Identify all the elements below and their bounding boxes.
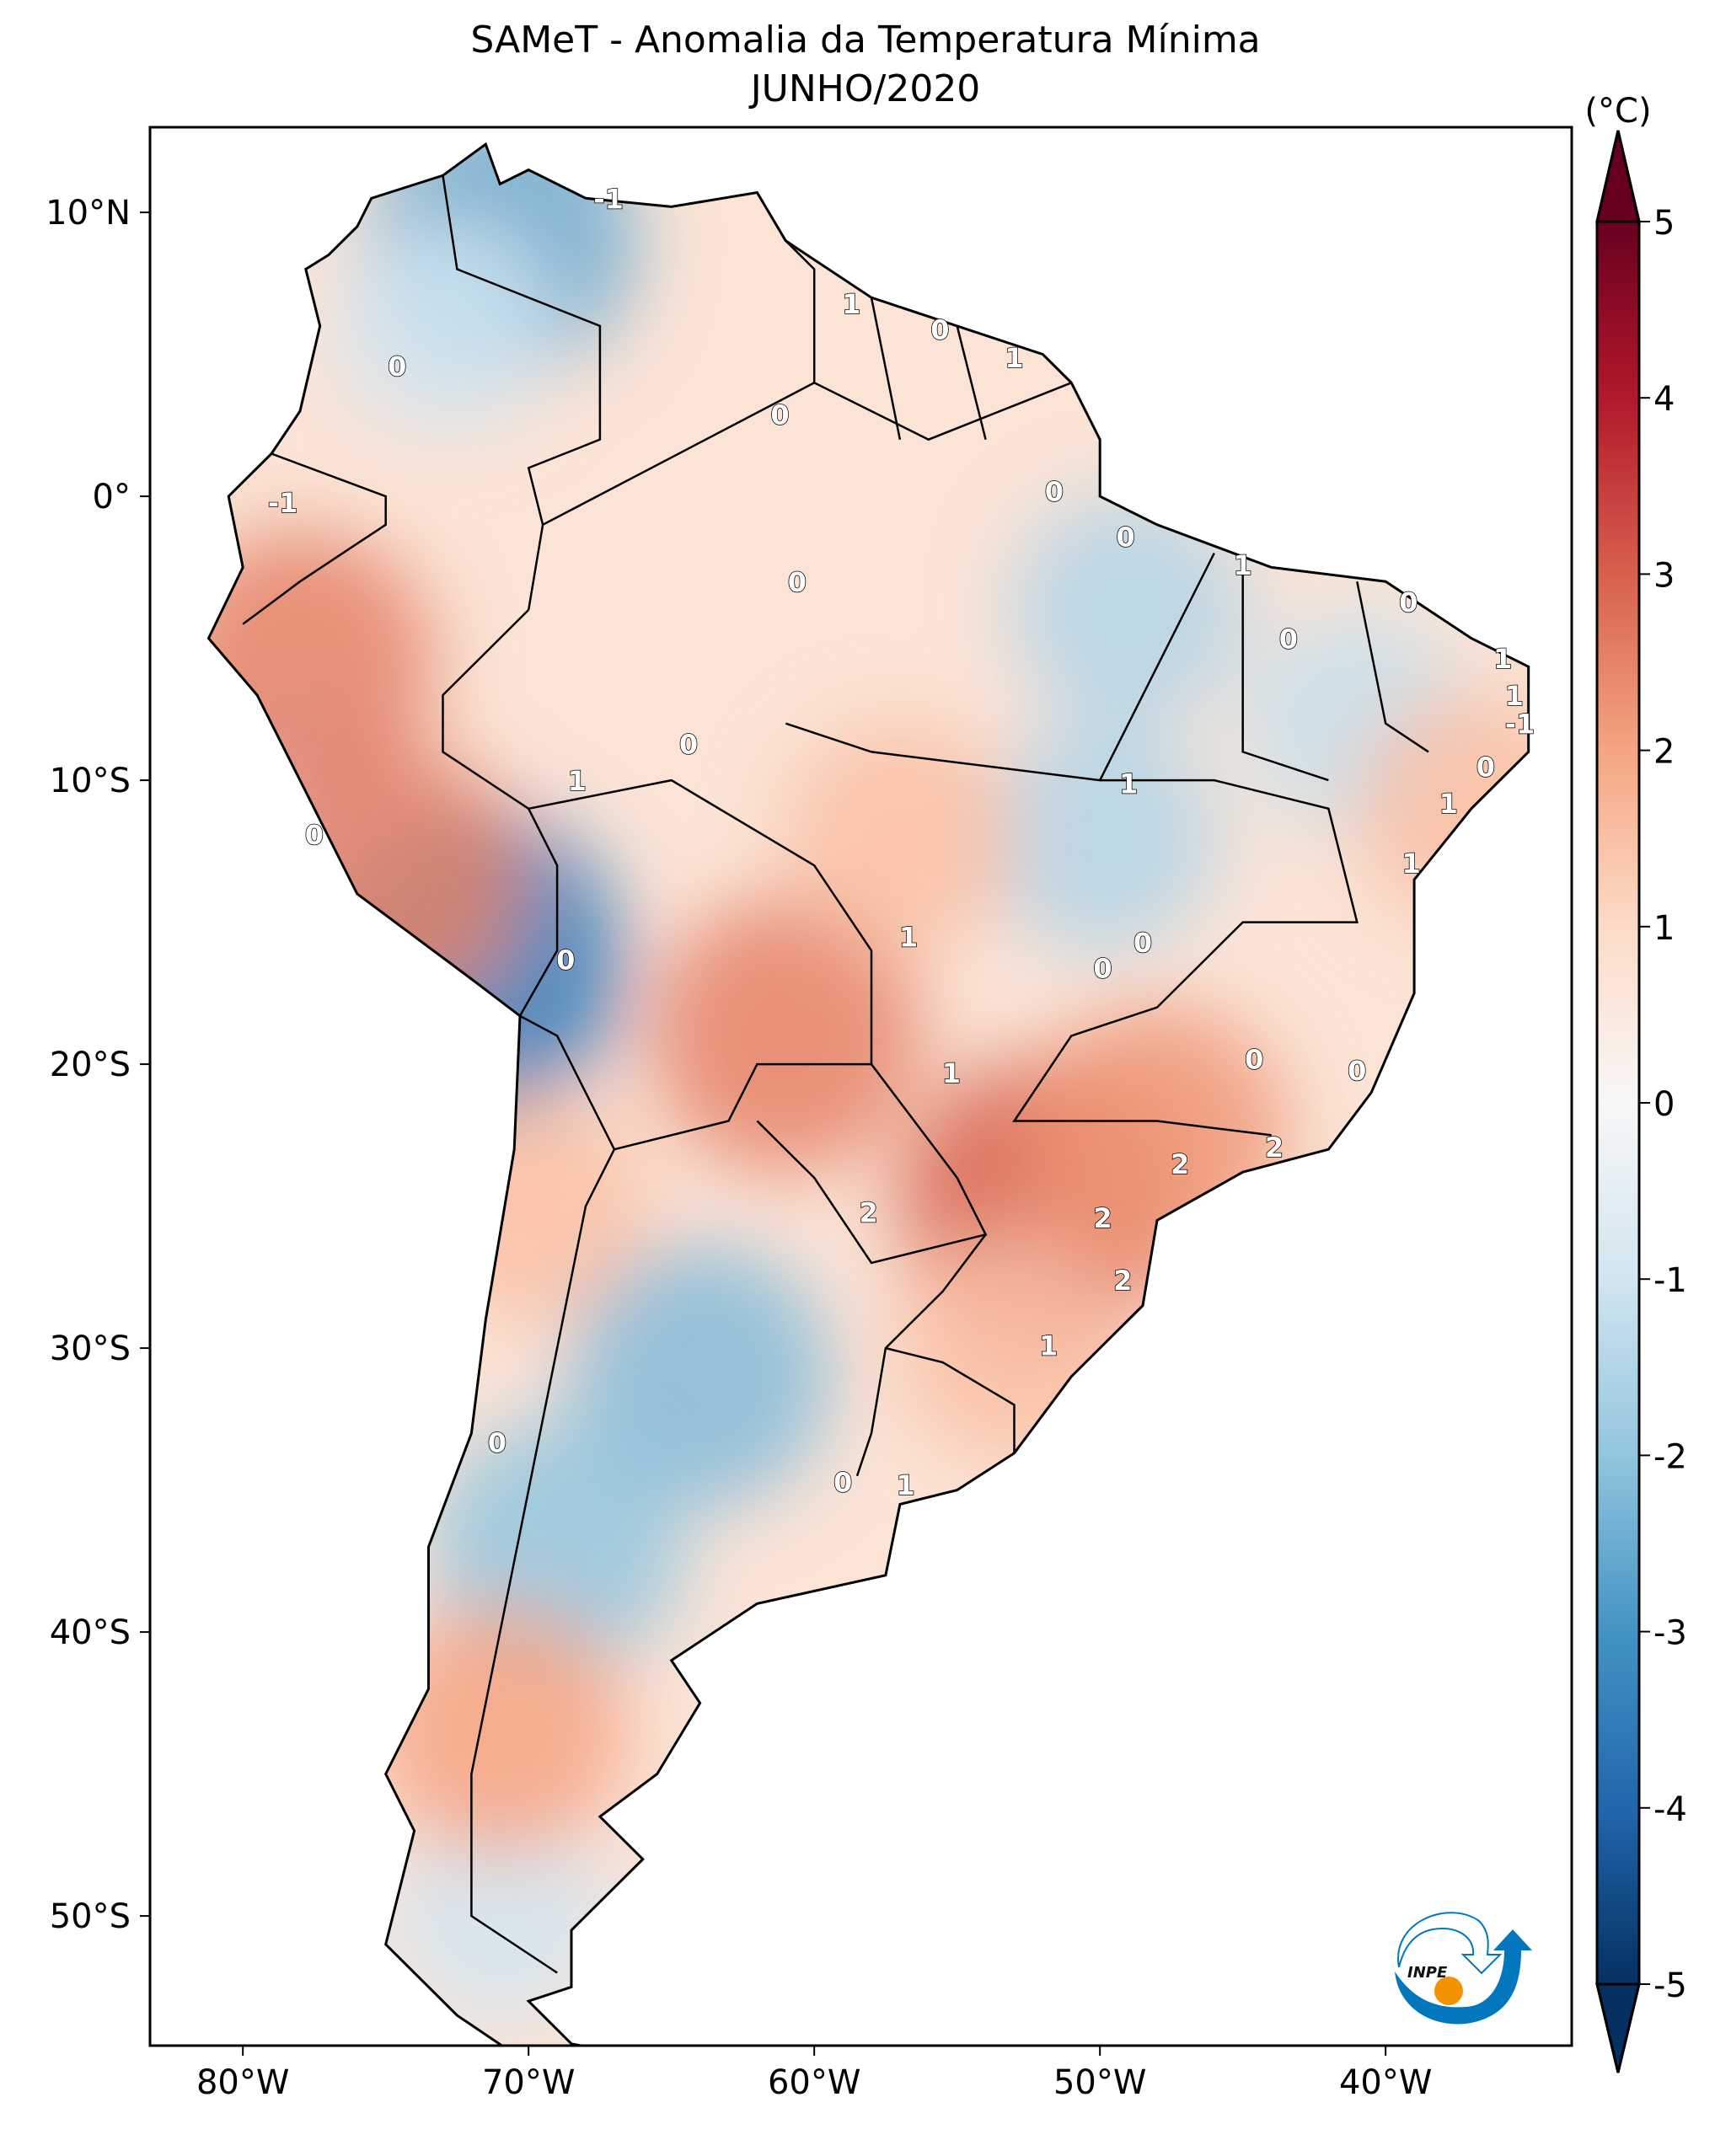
colorbar: 5 4 3 2 1 0 -1 -2 -3 -4 -5 (°C) — [1584, 92, 1687, 2073]
contour-label: 0 — [788, 566, 807, 598]
contour-label: 0 — [1399, 586, 1417, 618]
colorbar-tick-label: 3 — [1653, 556, 1675, 595]
contour-label: 1 — [1505, 680, 1524, 712]
contour-label: 0 — [1133, 927, 1152, 959]
contour-label: 0 — [1348, 1055, 1366, 1087]
coastline — [206, 142, 1530, 2046]
contour-label: 1 — [568, 765, 587, 797]
contour-label: 2 — [1113, 1265, 1132, 1297]
contour-label: 1 — [899, 921, 918, 953]
contour-label: 2 — [1093, 1202, 1112, 1234]
contour-label: 2 — [1265, 1131, 1284, 1164]
contour-label: 1 — [1402, 848, 1421, 880]
anomaly-region — [208, 529, 435, 804]
lat-tick-label: 10°S — [50, 762, 131, 800]
colorbar-tick-label: -4 — [1653, 1790, 1687, 1829]
contour-label: 1 — [1039, 1330, 1058, 1362]
contour-label: 2 — [859, 1196, 877, 1228]
country-border — [1356, 580, 1429, 753]
colorbar-tick-label: 0 — [1653, 1085, 1675, 1124]
anomaly-region — [250, 742, 521, 1017]
country-border — [542, 381, 1072, 526]
lat-tick-label: 0° — [93, 478, 131, 516]
lat-tick-label: 20°S — [50, 1046, 131, 1084]
lat-tick-label: 30°S — [50, 1329, 131, 1368]
colorbar-unit: (°C) — [1584, 92, 1651, 131]
lat-tick-label: 10°N — [46, 194, 131, 233]
colorbar-max-extend — [1595, 130, 1641, 223]
anomaly-region — [410, 1090, 647, 1323]
lon-tick-label: 60°W — [768, 2063, 860, 2102]
colorbar-tick-label: 2 — [1653, 733, 1675, 772]
contour-label: 2 — [1171, 1148, 1189, 1180]
anomaly-region — [651, 898, 921, 1173]
contour-label: 0 — [488, 1426, 506, 1458]
inpe-logo: INPE — [1395, 1912, 1532, 2025]
country-border — [519, 778, 873, 1151]
contour-label: 1 — [942, 1057, 961, 1089]
contour-label: 0 — [679, 728, 698, 760]
map-subtitle: JUNHO/2020 — [750, 67, 981, 110]
contour-label: 0 — [930, 313, 949, 345]
anomaly-region — [333, 220, 553, 431]
map-frame — [148, 126, 1573, 2047]
lat-tick-label: 40°S — [50, 1613, 131, 1652]
contour-label: 1 — [1439, 788, 1458, 820]
country-border — [785, 239, 816, 383]
colorbar-min-extend — [1595, 1982, 1641, 2073]
contour-label: 0 — [1245, 1043, 1263, 1075]
contour-label: 0 — [770, 399, 789, 431]
anomaly-region — [781, 721, 1018, 953]
colorbar-tick-label: -3 — [1653, 1614, 1687, 1653]
country-border — [756, 1063, 988, 1265]
country-border — [1241, 567, 1329, 782]
country-border — [956, 325, 987, 441]
contour-label: 0 — [305, 819, 324, 851]
contour-label: -1 — [593, 183, 624, 215]
colorbar-tick-label: 5 — [1653, 204, 1675, 243]
anomaly-region — [982, 721, 1219, 953]
colorbar-tick-label: 1 — [1653, 909, 1675, 948]
contour-label: 0 — [1045, 475, 1064, 507]
country-border — [470, 1148, 616, 1974]
contour-label: 0 — [1476, 751, 1495, 783]
country-border — [1012, 778, 1359, 1137]
anomaly-region — [390, 1811, 610, 2022]
contour-label: 0 — [556, 944, 575, 976]
anomaly-region — [373, 1605, 627, 1859]
colorbar-tick-label: -1 — [1653, 1261, 1687, 1300]
lon-tick-label: 80°W — [196, 2063, 289, 2102]
contour-label: 0 — [1279, 623, 1298, 655]
contour-label: 1 — [1005, 342, 1023, 374]
anomaly-region — [1010, 494, 1247, 726]
contour-label: 1 — [1119, 768, 1138, 800]
contour-label: 1 — [1234, 549, 1252, 581]
lon-tick-label: 70°W — [482, 2063, 575, 2102]
contour-label: -1 — [1505, 709, 1535, 741]
map-title: SAMeT - Anomalia da Temperatura Mínima — [470, 19, 1261, 62]
lon-tick-label: 40°W — [1339, 2063, 1432, 2102]
colorbar-tick-label: 4 — [1653, 380, 1675, 419]
country-border — [870, 297, 902, 440]
country-border — [242, 452, 387, 625]
contour-label: 0 — [1093, 953, 1112, 985]
logo-text: INPE — [1407, 1964, 1448, 1982]
lat-tick-label: 50°S — [50, 1897, 131, 1936]
contour-label: 1 — [1493, 643, 1512, 675]
colorbar-tick-label: -2 — [1653, 1437, 1687, 1476]
anomaly-region — [570, 1245, 830, 1507]
contour-label: 1 — [897, 1469, 915, 1501]
country-border — [885, 1346, 1016, 1453]
lon-tick-label: 50°W — [1053, 2063, 1146, 2102]
contour-label: -1 — [268, 487, 298, 519]
country-border — [785, 552, 1215, 782]
contour-label: 0 — [1117, 521, 1135, 553]
colorbar-gradient — [1597, 222, 1639, 1984]
contour-label: 1 — [842, 288, 860, 320]
contour-label: 0 — [833, 1466, 852, 1498]
colorbar-tick-label: -5 — [1653, 1966, 1687, 2005]
contour-label: 0 — [388, 350, 406, 383]
